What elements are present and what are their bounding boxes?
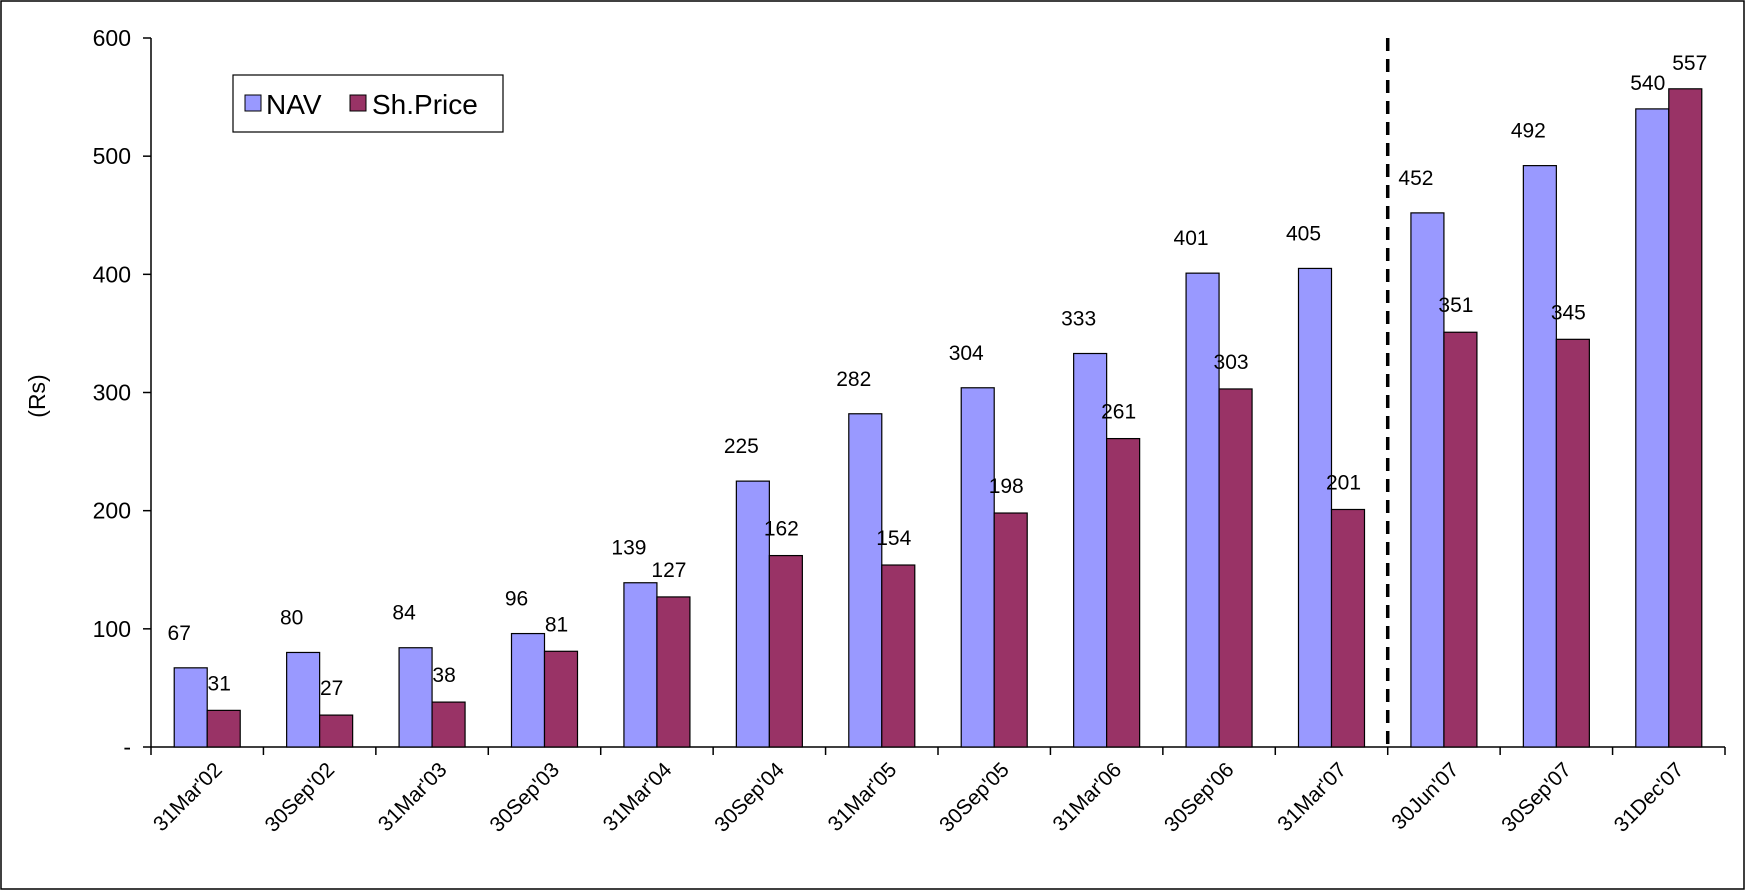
data-label-nav: 84 <box>392 602 416 625</box>
bar-sh-price <box>1555 338 1590 748</box>
data-label-sh-price: 127 <box>651 559 686 582</box>
bar-sh-price <box>993 512 1028 748</box>
bar-nav <box>398 647 433 748</box>
bar-sh-price <box>543 650 579 748</box>
bar-sh-price <box>881 564 916 748</box>
data-label-sh-price: 27 <box>320 677 343 700</box>
legend-swatch-nav <box>244 94 262 112</box>
bar-nav <box>735 480 770 748</box>
bar-sh-price <box>768 554 803 748</box>
bar-nav <box>848 413 883 748</box>
bar-nav <box>173 667 208 748</box>
data-label-sh-price: 303 <box>1214 351 1249 374</box>
data-label-sh-price: 201 <box>1326 471 1361 494</box>
data-label-sh-price: 557 <box>1672 52 1707 75</box>
data-label-nav: 139 <box>611 537 646 560</box>
y-tick-label: 600 <box>93 25 131 51</box>
data-label-sh-price: 81 <box>545 613 568 636</box>
data-label-sh-price: 162 <box>764 518 799 541</box>
bar-sh-price <box>431 701 466 748</box>
bar-sh-price <box>206 709 241 748</box>
bar-nav <box>623 582 658 748</box>
data-label-nav: 282 <box>836 368 871 391</box>
bar-nav <box>960 387 995 748</box>
bar-nav <box>1410 212 1445 748</box>
bar-sh-price <box>1668 88 1703 748</box>
data-label-nav: 405 <box>1286 222 1321 245</box>
legend-box <box>232 74 504 133</box>
data-label-nav: 333 <box>1061 308 1096 331</box>
legend-label-sh-price: Sh.Price <box>372 89 478 120</box>
bar-sh-price <box>1443 331 1478 748</box>
y-axis-label: (Rs) <box>24 374 50 417</box>
y-tick-label: - <box>123 734 131 760</box>
data-label-nav: 80 <box>280 606 303 629</box>
bar-sh-price <box>656 596 691 748</box>
data-label-sh-price: 31 <box>208 672 231 695</box>
data-label-sh-price: 198 <box>989 475 1024 498</box>
data-label-sh-price: 154 <box>876 527 911 550</box>
legend-label-nav: NAV <box>266 89 322 120</box>
data-label-nav: 401 <box>1174 227 1209 250</box>
bar-nav <box>286 651 321 748</box>
bar-nav <box>510 632 546 748</box>
y-tick-label: 500 <box>93 143 131 169</box>
bar-sh-price <box>319 714 354 748</box>
data-label-sh-price: 351 <box>1438 294 1473 317</box>
data-label-nav: 452 <box>1398 167 1433 190</box>
data-label-nav: 67 <box>168 622 191 645</box>
y-tick-label: 200 <box>93 498 131 524</box>
data-label-nav: 492 <box>1511 120 1546 143</box>
legend: NAV Sh.Price <box>232 74 504 133</box>
data-label-sh-price: 261 <box>1101 401 1136 424</box>
bar-sh-price <box>1106 437 1141 748</box>
legend-swatch-sh-price <box>349 94 367 112</box>
data-label-nav: 304 <box>949 342 984 365</box>
y-tick-label: 400 <box>93 261 131 287</box>
bar-nav <box>1522 165 1557 748</box>
data-label-nav: 96 <box>505 588 528 611</box>
bar-sh-price <box>1218 388 1253 748</box>
bar-nav <box>1073 352 1108 748</box>
y-tick-label: 100 <box>93 616 131 642</box>
data-label-nav: 225 <box>724 435 759 458</box>
bar-nav <box>1635 108 1670 748</box>
y-tick-label: 300 <box>93 380 131 406</box>
data-label-sh-price: 345 <box>1551 301 1586 324</box>
data-label-sh-price: 38 <box>432 664 455 687</box>
bar-sh-price <box>1330 508 1366 748</box>
bar-nav <box>1185 272 1220 748</box>
data-label-nav: 540 <box>1630 72 1665 95</box>
bar-nav <box>1297 267 1333 748</box>
